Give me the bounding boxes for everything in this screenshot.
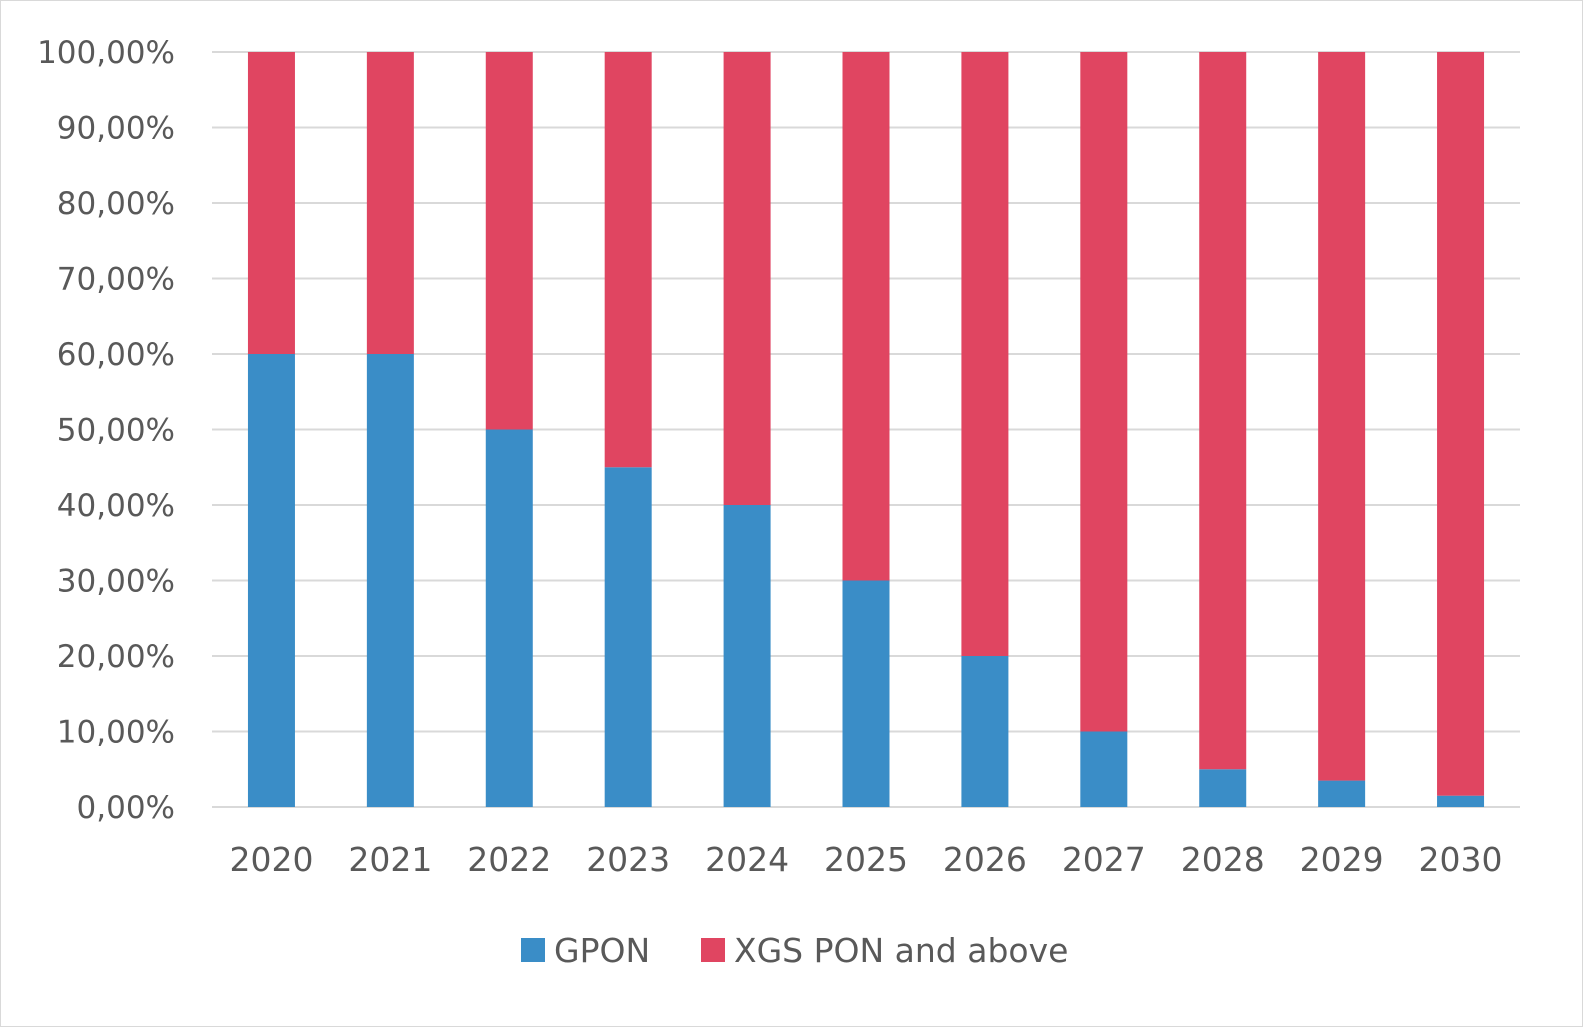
y-tick-label: 100,00% — [37, 35, 175, 71]
x-tick-label: 2024 — [705, 840, 789, 879]
x-tick-label: 2029 — [1300, 840, 1384, 879]
legend: GPON XGS PON and above — [521, 931, 1068, 970]
bar-gpon-2028 — [1199, 769, 1247, 807]
y-tick-label: 60,00% — [57, 337, 175, 373]
bars — [247, 52, 1485, 807]
y-tick-label: 30,00% — [57, 564, 175, 600]
y-tick-label: 90,00% — [57, 111, 175, 147]
x-tick-label: 2021 — [348, 840, 432, 879]
legend-swatch-xgs-pon — [701, 938, 725, 962]
bar-xgs-pon-2027 — [1080, 52, 1128, 732]
bar-gpon-2021 — [366, 354, 414, 807]
legend-swatch-gpon — [521, 938, 545, 962]
bar-xgs-pon-2028 — [1199, 52, 1247, 770]
bar-xgs-pon-2021 — [366, 52, 414, 354]
y-tick-label: 40,00% — [57, 488, 175, 524]
y-tick-label: 20,00% — [57, 639, 175, 675]
bar-xgs-pon-2029 — [1318, 52, 1366, 781]
x-tick-label: 2025 — [824, 840, 908, 879]
y-tick-label: 80,00% — [57, 186, 175, 222]
y-tick-label: 50,00% — [57, 413, 175, 449]
x-tick-label: 2022 — [467, 840, 551, 879]
y-tick-label: 0,00% — [77, 790, 175, 826]
bar-xgs-pon-2023 — [604, 52, 652, 468]
bar-xgs-pon-2025 — [842, 52, 890, 581]
y-tick-label: 70,00% — [57, 262, 175, 298]
bar-xgs-pon-2024 — [723, 52, 771, 505]
bar-xgs-pon-2020 — [247, 52, 295, 354]
bar-xgs-pon-2030 — [1437, 52, 1485, 796]
x-tick-label: 2023 — [586, 840, 670, 879]
legend-label-gpon: GPON — [554, 931, 650, 970]
y-axis: 0,00% 10,00% 20,00% 30,00% 40,00% 50,00% 60,00… — [37, 35, 175, 826]
bar-xgs-pon-2022 — [485, 52, 533, 430]
legend-label-xgs-pon: XGS PON and above — [734, 931, 1068, 970]
bar-gpon-2026 — [961, 656, 1009, 807]
x-tick-label: 2030 — [1419, 840, 1503, 879]
bar-gpon-2020 — [247, 354, 295, 807]
bar-gpon-2027 — [1080, 731, 1128, 807]
y-tick-label: 10,00% — [57, 715, 175, 751]
x-axis: 2020 2021 2022 2023 2024 2025 2026 2027 2028 2029… — [229, 840, 1502, 879]
bar-gpon-2030 — [1437, 795, 1485, 807]
bar-xgs-pon-2026 — [961, 52, 1009, 656]
x-tick-label: 2028 — [1181, 840, 1265, 879]
x-tick-label: 2026 — [943, 840, 1027, 879]
x-tick-label: 2020 — [229, 840, 313, 879]
bar-gpon-2025 — [842, 580, 890, 807]
bar-gpon-2023 — [604, 467, 652, 807]
bar-gpon-2022 — [485, 429, 533, 807]
bar-gpon-2024 — [723, 505, 771, 807]
bar-gpon-2029 — [1318, 780, 1366, 807]
x-tick-label: 2027 — [1062, 840, 1146, 879]
